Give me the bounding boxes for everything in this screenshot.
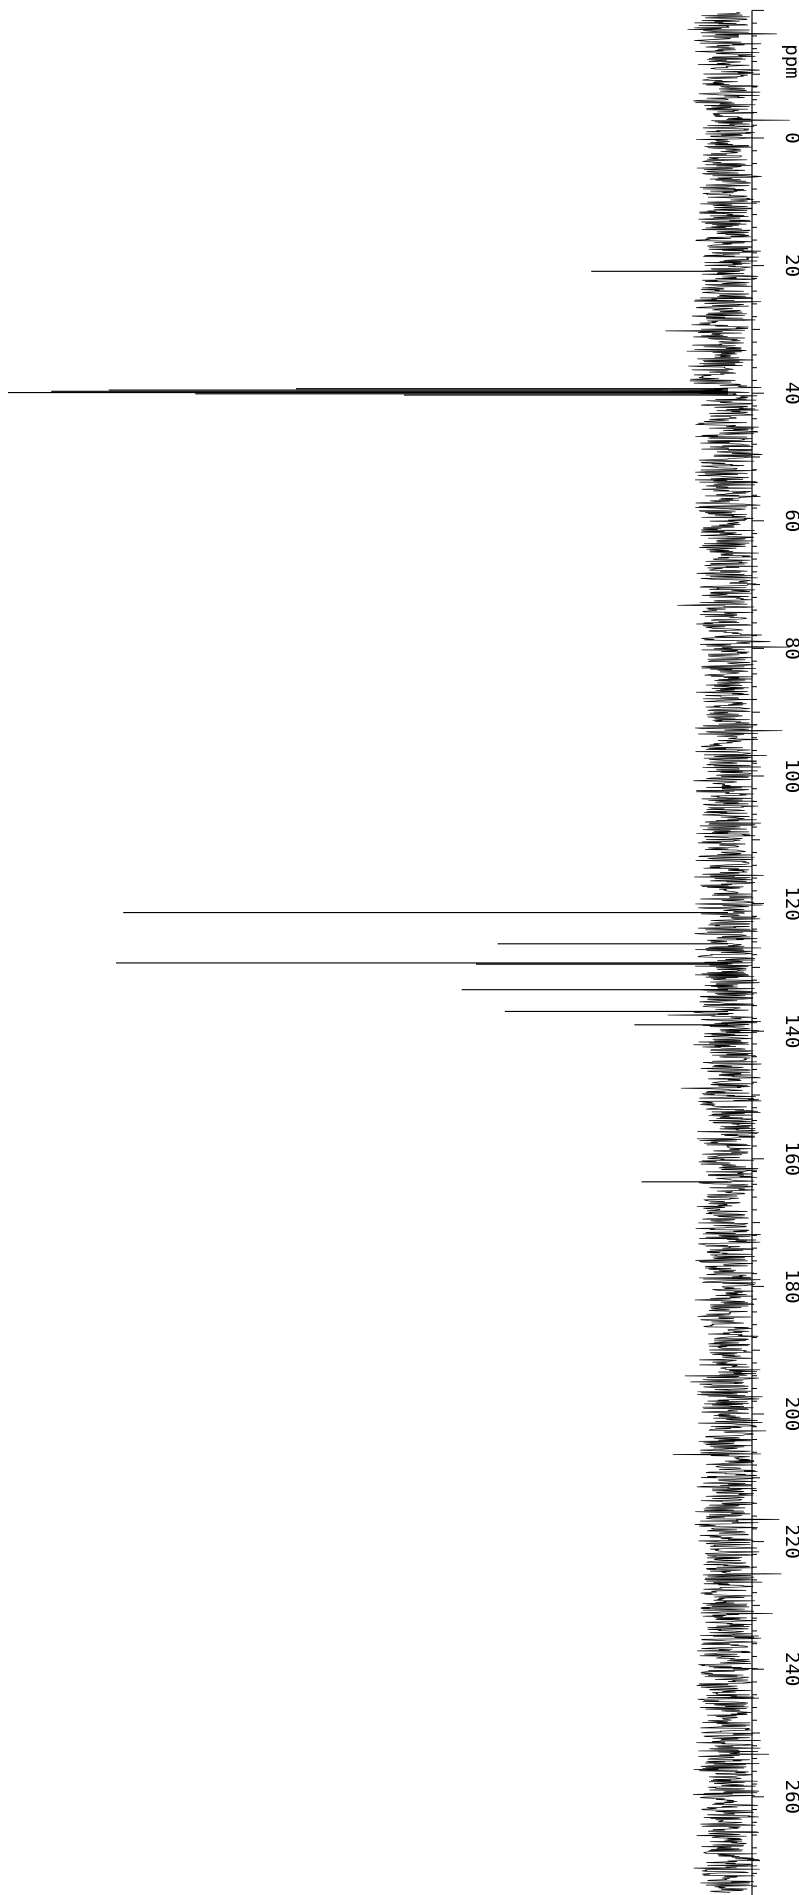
- tick-label: 0: [781, 132, 799, 143]
- tick-label: 20: [781, 254, 799, 277]
- baseline-noise: [665, 12, 790, 1894]
- tick-label: 60: [781, 509, 799, 532]
- peak-lines: [8, 270, 728, 1183]
- tick-label: 100: [781, 759, 799, 793]
- tick-label: 220: [781, 1524, 799, 1558]
- tick-labels: 0 20 40 60 80 100 120 140 160 180 200 220 240 260: [781, 132, 799, 1814]
- tick-label: 240: [781, 1652, 799, 1686]
- tick-label: 140: [781, 1014, 799, 1048]
- tick-label: 40: [781, 382, 799, 405]
- tick-label: 260: [781, 1780, 799, 1814]
- tick-label: 120: [781, 886, 799, 920]
- tick-label: 80: [781, 637, 799, 660]
- noise-trace: [665, 12, 790, 1894]
- tick-label: 200: [781, 1397, 799, 1431]
- tick-label: 160: [781, 1142, 799, 1176]
- axis-unit-label: ppm: [781, 44, 799, 78]
- minor-ticks: [752, 9, 764, 1887]
- tick-label: 180: [781, 1269, 799, 1303]
